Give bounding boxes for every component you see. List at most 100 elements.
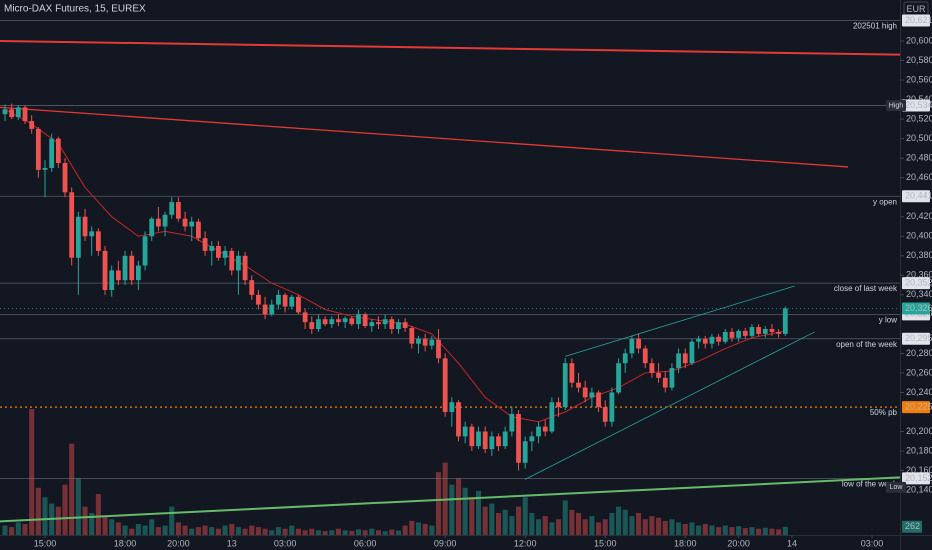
level-tag-label: 20,441 <box>905 191 932 201</box>
candle-body <box>576 382 581 388</box>
volume-bar <box>749 527 755 535</box>
plot: 202501 high y open close of last week y low… <box>0 20 901 535</box>
candle-body <box>669 368 675 388</box>
x-tick-label: 20:00 <box>727 538 750 548</box>
level-note: open of the week <box>836 340 898 349</box>
volume-bar <box>556 519 562 535</box>
candle-body <box>362 314 368 327</box>
volume-bar <box>349 530 355 535</box>
candle-body <box>242 255 248 281</box>
volume-bar <box>415 522 422 535</box>
volume-bar <box>529 512 535 535</box>
candle-body <box>135 265 141 281</box>
volume-bar <box>589 516 595 535</box>
y-tick-label: 20,500 <box>906 133 932 143</box>
x-tick-label: 20:00 <box>167 538 190 548</box>
level-note: 50% pb <box>870 408 898 417</box>
y-tick-label: 20,420 <box>906 211 932 221</box>
volume-bar <box>202 525 208 535</box>
candle-body <box>55 138 61 164</box>
level-tag-label: 20,225 <box>905 401 932 411</box>
volume-bar <box>282 528 288 535</box>
level-note: y low <box>879 315 897 324</box>
volume-bar <box>169 506 175 535</box>
trend-line <box>0 40 901 56</box>
level-note: low of the week <box>842 479 898 488</box>
volume-bar <box>262 528 268 535</box>
volume-bar <box>89 512 95 535</box>
candle-body <box>115 270 121 281</box>
level-tag-label: 20,534 <box>905 100 932 110</box>
level-tag <box>902 190 930 203</box>
volume-bar <box>2 525 8 535</box>
volume-bar <box>162 525 168 535</box>
candle-body <box>276 294 281 305</box>
volume-bar <box>29 409 35 535</box>
volume-bar <box>222 525 228 535</box>
volume-bar <box>129 528 135 535</box>
volume-bar <box>369 528 375 535</box>
candle-body <box>536 426 541 437</box>
candle-body <box>75 216 81 258</box>
level-badge <box>886 99 906 111</box>
x-tick-label: 18:00 <box>114 538 137 548</box>
candle-body <box>2 109 8 115</box>
candle-body <box>89 231 95 237</box>
volume-bar <box>209 527 215 535</box>
volume-bar <box>522 497 528 535</box>
volume-bar <box>636 512 642 535</box>
trend-line <box>0 476 901 523</box>
y-tick-label: 20,280 <box>906 348 932 358</box>
x-tick-label: 03:00 <box>274 538 297 548</box>
candle-body <box>469 426 475 447</box>
last-price-tag <box>902 302 930 315</box>
candle-body <box>15 107 21 118</box>
volume-bar <box>122 525 128 535</box>
y-tick-label: 20,200 <box>906 426 932 436</box>
volume-bar <box>609 512 615 535</box>
volume-bar <box>629 516 635 535</box>
volume-bar <box>195 527 201 535</box>
candle-body <box>189 221 195 227</box>
level-tag <box>902 277 930 290</box>
x-tick-label: 14 <box>787 538 797 548</box>
candle-body <box>82 216 88 237</box>
candle-body <box>122 255 128 281</box>
candle-body <box>642 348 648 364</box>
candle-body <box>482 431 488 450</box>
volume-bar <box>335 528 341 535</box>
volume-bar <box>289 525 295 535</box>
candle-body <box>489 436 495 450</box>
y-tick-label: 20,260 <box>906 367 932 377</box>
volume-bar <box>696 525 702 535</box>
volume-bar <box>429 525 435 535</box>
chart-title: Micro-DAX Futures, 15, EUREX <box>4 4 146 15</box>
volume-bar <box>182 525 188 535</box>
candle-body <box>329 319 335 325</box>
volume-bar <box>102 516 108 535</box>
volume-bar <box>75 478 81 535</box>
candle-body <box>762 329 768 334</box>
volume-bar <box>495 512 502 535</box>
candle-body <box>282 294 288 307</box>
candle-body <box>69 192 75 258</box>
candle-body <box>316 319 321 330</box>
volume-bar <box>656 517 662 535</box>
y-tick-label: 20,140 <box>906 484 932 494</box>
candle-body <box>109 270 115 290</box>
level-note: close of last week <box>834 284 898 293</box>
volume-bar <box>82 506 88 535</box>
y-tick-label: 20,600 <box>906 35 932 45</box>
candle-body <box>62 163 68 193</box>
candle-body <box>336 319 341 323</box>
candle-body <box>322 319 328 325</box>
candle-body <box>582 387 588 398</box>
candle-body <box>436 339 441 359</box>
candle-body <box>722 331 728 342</box>
candle-body <box>702 338 708 344</box>
level-tag <box>902 14 930 27</box>
x-tick-label: 03:00 <box>861 538 884 548</box>
x-tick-label: 12:00 <box>514 538 537 548</box>
candle-body <box>529 436 535 442</box>
candle-body <box>422 338 428 346</box>
